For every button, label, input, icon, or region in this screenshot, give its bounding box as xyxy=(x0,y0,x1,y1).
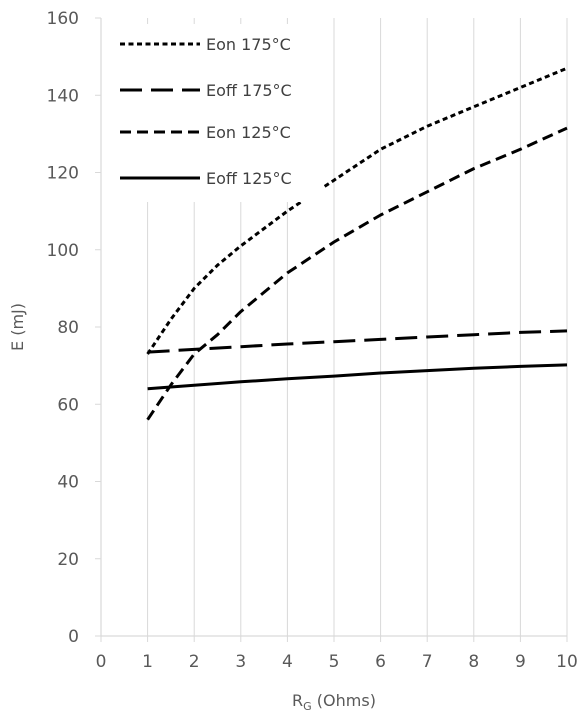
y-tick-label: 100 xyxy=(47,241,79,261)
legend-background xyxy=(109,24,324,202)
legend-label: Eon 175°C xyxy=(206,35,291,54)
axes: 0 20 40 60 80 100 120 140 160 0 1 2 3 4 5 6 7 8 9 10 xyxy=(47,9,578,672)
y-tick-label: 160 xyxy=(47,9,79,29)
series-line xyxy=(147,363,568,391)
y-tick-label: 80 xyxy=(57,318,79,338)
x-axis-title-subscript: G xyxy=(303,700,312,713)
y-tick-label: 120 xyxy=(47,164,79,184)
x-tick-label: 9 xyxy=(515,652,526,672)
legend-label: Eoff 175°C xyxy=(206,81,292,100)
x-axis-title: RG (Ohms) xyxy=(292,691,376,713)
y-tick-label: 40 xyxy=(57,473,79,493)
x-tick-label: 2 xyxy=(189,652,200,672)
legend: Eon 175°C Eoff 175°C Eon 125°C Eoff 125°C xyxy=(109,24,324,202)
x-tick-label: 6 xyxy=(375,652,386,672)
y-tick-label: 0 xyxy=(68,627,79,647)
x-tick-label: 1 xyxy=(142,652,153,672)
x-tick-label: 5 xyxy=(329,652,340,672)
x-axis-title-main: R xyxy=(292,691,303,710)
x-tick-label: 7 xyxy=(422,652,433,672)
x-tick-label: 3 xyxy=(235,652,246,672)
series-line xyxy=(146,126,568,421)
legend-label: Eon 125°C xyxy=(206,123,291,142)
y-axis-title: E (mJ) xyxy=(8,303,27,351)
x-tick-label: 10 xyxy=(556,652,578,672)
x-tick-label: 4 xyxy=(282,652,293,672)
y-tick-label: 140 xyxy=(47,86,79,106)
x-tick-label: 0 xyxy=(96,652,107,672)
x-tick-label: 8 xyxy=(468,652,479,672)
series-line xyxy=(147,329,568,354)
y-tick-label: 60 xyxy=(57,395,79,415)
legend-label: Eoff 125°C xyxy=(206,169,292,188)
y-tick-label: 20 xyxy=(57,550,79,570)
x-axis-title-suffix: (Ohms) xyxy=(312,691,376,710)
